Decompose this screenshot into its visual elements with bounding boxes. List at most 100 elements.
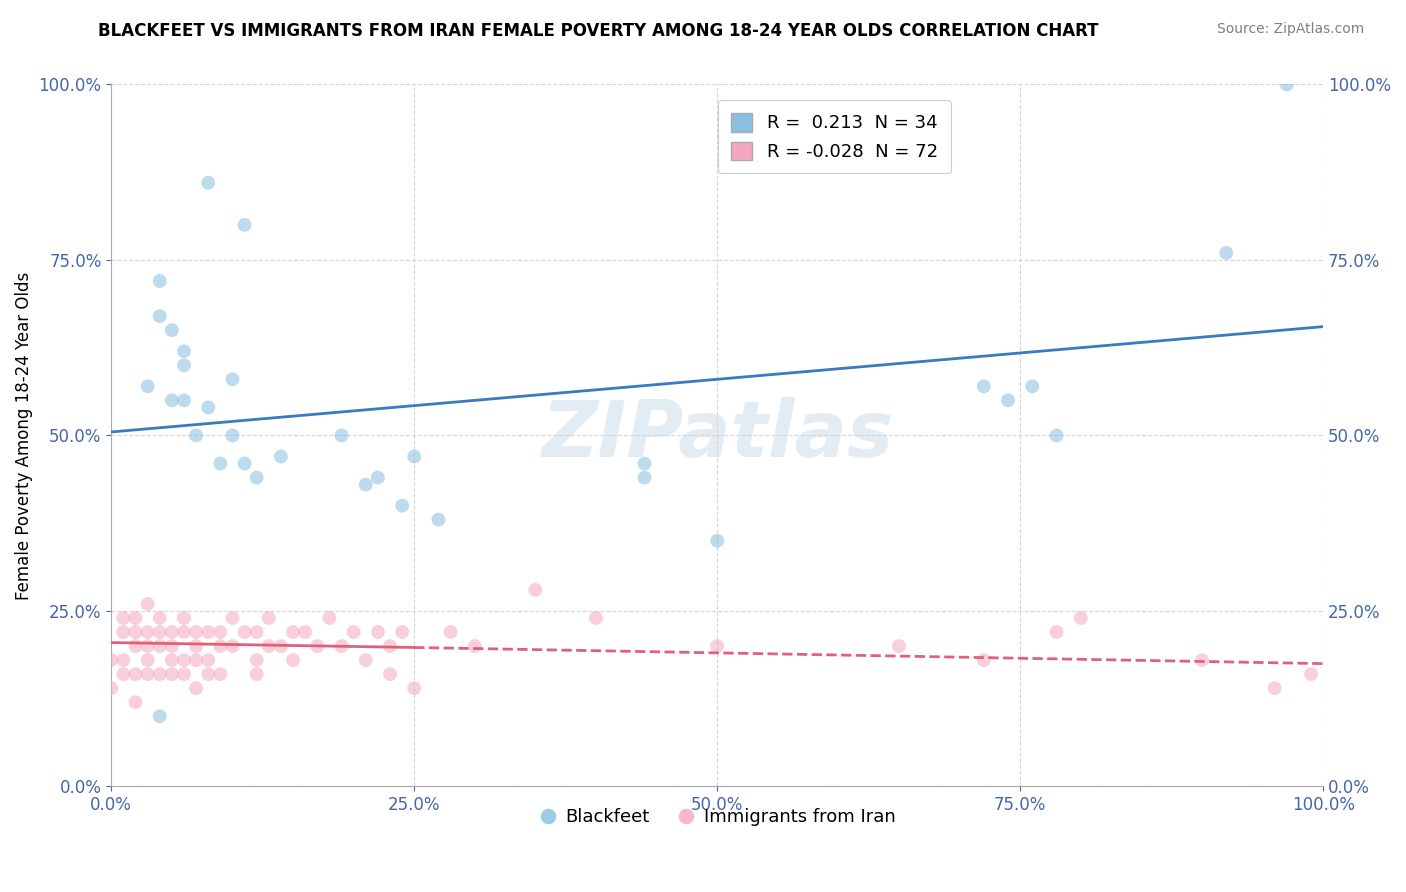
Point: [197, 176, 219, 190]
Point: [246, 653, 269, 667]
Point: [197, 401, 219, 415]
Point: [124, 625, 146, 640]
Point: [404, 450, 426, 464]
Point: [136, 379, 159, 393]
Point: [1070, 611, 1092, 625]
Point: [318, 611, 340, 625]
Point: [973, 379, 995, 393]
Point: [173, 611, 195, 625]
Point: [378, 639, 401, 653]
Point: [633, 470, 655, 484]
Point: [1275, 78, 1298, 92]
Point: [160, 393, 183, 408]
Point: [343, 625, 366, 640]
Point: [149, 667, 172, 681]
Point: [149, 625, 172, 640]
Point: [124, 667, 146, 681]
Point: [173, 667, 195, 681]
Point: [221, 428, 243, 442]
Point: [585, 611, 607, 625]
Point: [184, 639, 207, 653]
Point: [112, 611, 135, 625]
Point: [706, 533, 728, 548]
Point: [112, 667, 135, 681]
Point: [246, 625, 269, 640]
Y-axis label: Female Poverty Among 18-24 Year Olds: Female Poverty Among 18-24 Year Olds: [15, 271, 32, 599]
Point: [124, 611, 146, 625]
Point: [281, 625, 304, 640]
Point: [257, 639, 280, 653]
Point: [136, 597, 159, 611]
Point: [209, 625, 232, 640]
Point: [367, 470, 389, 484]
Point: [524, 582, 547, 597]
Point: [1191, 653, 1213, 667]
Point: [233, 625, 256, 640]
Point: [330, 639, 353, 653]
Point: [439, 625, 461, 640]
Point: [149, 639, 172, 653]
Point: [391, 625, 413, 640]
Point: [136, 639, 159, 653]
Point: [354, 477, 377, 491]
Point: [221, 639, 243, 653]
Point: [1215, 246, 1237, 260]
Point: [633, 457, 655, 471]
Point: [270, 639, 292, 653]
Point: [294, 625, 316, 640]
Point: [173, 653, 195, 667]
Point: [100, 681, 122, 696]
Point: [160, 653, 183, 667]
Point: [160, 323, 183, 337]
Point: [257, 611, 280, 625]
Point: [173, 625, 195, 640]
Point: [136, 667, 159, 681]
Point: [281, 653, 304, 667]
Point: [124, 695, 146, 709]
Point: [160, 625, 183, 640]
Point: [173, 358, 195, 372]
Point: [197, 667, 219, 681]
Point: [184, 625, 207, 640]
Text: BLACKFEET VS IMMIGRANTS FROM IRAN FEMALE POVERTY AMONG 18-24 YEAR OLDS CORRELATI: BLACKFEET VS IMMIGRANTS FROM IRAN FEMALE…: [98, 22, 1099, 40]
Point: [173, 344, 195, 359]
Point: [124, 639, 146, 653]
Point: [330, 428, 353, 442]
Point: [197, 625, 219, 640]
Point: [233, 218, 256, 232]
Point: [184, 653, 207, 667]
Text: ZIPatlas: ZIPatlas: [541, 398, 893, 474]
Point: [100, 653, 122, 667]
Point: [246, 470, 269, 484]
Legend: Blackfeet, Immigrants from Iran: Blackfeet, Immigrants from Iran: [531, 801, 903, 834]
Point: [233, 457, 256, 471]
Point: [378, 667, 401, 681]
Point: [887, 639, 910, 653]
Point: [136, 653, 159, 667]
Point: [1045, 428, 1067, 442]
Point: [112, 653, 135, 667]
Point: [197, 653, 219, 667]
Point: [404, 681, 426, 696]
Point: [221, 372, 243, 386]
Point: [149, 611, 172, 625]
Point: [173, 393, 195, 408]
Point: [149, 309, 172, 323]
Point: [1045, 625, 1067, 640]
Point: [184, 428, 207, 442]
Text: Source: ZipAtlas.com: Source: ZipAtlas.com: [1216, 22, 1364, 37]
Point: [706, 639, 728, 653]
Point: [1264, 681, 1286, 696]
Point: [209, 667, 232, 681]
Point: [307, 639, 329, 653]
Point: [973, 653, 995, 667]
Point: [184, 681, 207, 696]
Point: [354, 653, 377, 667]
Point: [270, 450, 292, 464]
Point: [391, 499, 413, 513]
Point: [209, 457, 232, 471]
Point: [149, 709, 172, 723]
Point: [246, 667, 269, 681]
Point: [1299, 667, 1322, 681]
Point: [997, 393, 1019, 408]
